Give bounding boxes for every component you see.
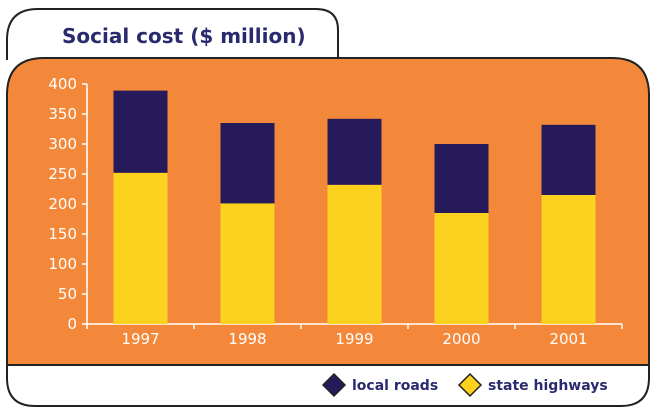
state-highways-bar: [327, 184, 382, 324]
outer-frame-bottom: [6, 365, 650, 407]
local-roads-bar: [220, 123, 275, 204]
local-roads-bar: [541, 124, 596, 195]
local-roads-bar: [113, 90, 168, 173]
chart-title: Social cost ($ million): [62, 24, 306, 48]
local-roads-bar: [327, 118, 382, 185]
y-tick-label: 50: [58, 285, 77, 303]
tick-labels: 0 50 100 150 200 250 300 350 400 1997 1998 1999 2000…: [48, 75, 587, 348]
state-highways-bar: [220, 203, 275, 324]
legend: local roads state highways: [321, 372, 608, 398]
title-tab-frame: [6, 8, 339, 60]
x-tick-label: 1999: [335, 330, 373, 348]
legend-label: state highways: [488, 378, 608, 394]
y-tick-label: 400: [48, 75, 77, 93]
x-tick-label: 2000: [442, 330, 480, 348]
state-highways-legend-swatch: [457, 372, 483, 398]
local-roads-legend-swatch: [321, 372, 347, 398]
y-tick-label: 0: [67, 315, 77, 333]
y-tick-label: 200: [48, 195, 77, 213]
bars: [113, 90, 596, 324]
x-tick-label: 1997: [121, 330, 159, 348]
y-tick-label: 100: [48, 255, 77, 273]
state-highways-bar: [113, 172, 168, 324]
local-roads-bar: [434, 144, 489, 213]
y-tick-label: 300: [48, 135, 77, 153]
state-highways-bar: [541, 195, 596, 324]
state-highways-bar: [434, 213, 489, 324]
x-tick-label: 1998: [228, 330, 266, 348]
legend-label: local roads: [352, 378, 438, 394]
y-tick-label: 250: [48, 165, 77, 183]
y-tick-label: 150: [48, 225, 77, 243]
x-tick-label: 2001: [549, 330, 587, 348]
y-tick-label: 350: [48, 105, 77, 123]
